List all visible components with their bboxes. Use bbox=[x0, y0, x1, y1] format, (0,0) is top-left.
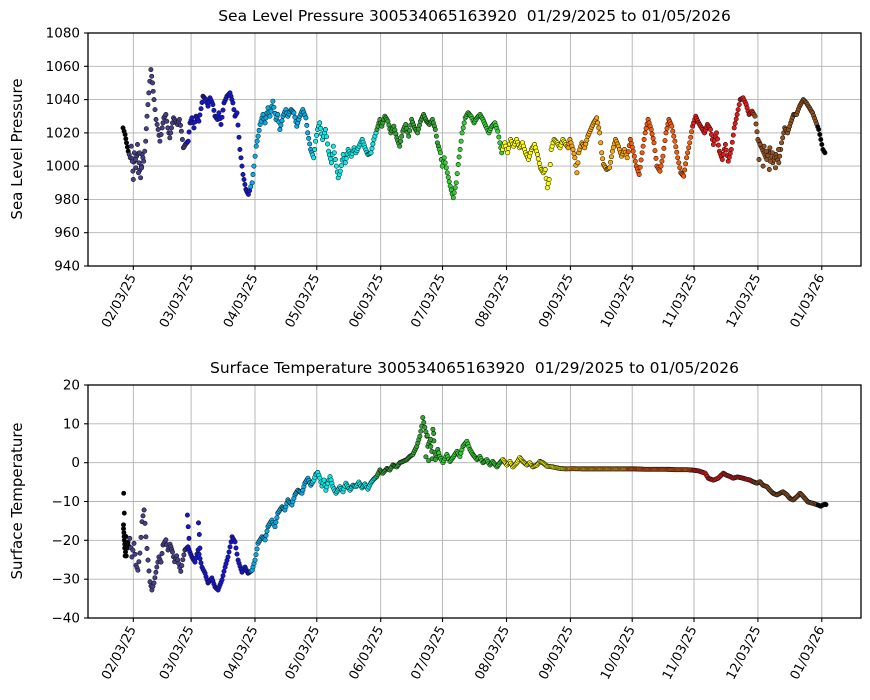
data-points-chart-0 bbox=[120, 67, 828, 201]
axis-frame-chart-0 bbox=[87, 32, 862, 267]
svg-text:1080: 1080 bbox=[46, 26, 80, 42]
svg-text:10/03/25: 10/03/25 bbox=[598, 624, 639, 683]
svg-text:0: 0 bbox=[71, 455, 80, 471]
svg-text:1020: 1020 bbox=[46, 125, 80, 141]
svg-text:08/03/25: 08/03/25 bbox=[472, 624, 513, 683]
svg-text:09/03/25: 09/03/25 bbox=[536, 624, 577, 683]
svg-text:11/03/25: 11/03/25 bbox=[660, 624, 701, 683]
svg-text:03/03/25: 03/03/25 bbox=[157, 272, 198, 331]
svg-text:08/03/25: 08/03/25 bbox=[472, 272, 513, 331]
svg-text:10/03/25: 10/03/25 bbox=[598, 272, 639, 331]
svg-text:10: 10 bbox=[63, 416, 80, 432]
svg-text:−10: −10 bbox=[52, 494, 81, 510]
grid-chart-0 bbox=[88, 32, 861, 267]
y-ticks-chart-1 bbox=[84, 384, 88, 619]
svg-text:04/03/25: 04/03/25 bbox=[221, 624, 262, 683]
svg-text:01/03/26: 01/03/26 bbox=[788, 272, 829, 331]
svg-text:07/03/25: 07/03/25 bbox=[408, 272, 449, 331]
x-ticks-chart-1 bbox=[132, 618, 823, 622]
svg-text:03/03/25: 03/03/25 bbox=[157, 624, 198, 683]
svg-text:940: 940 bbox=[54, 259, 80, 275]
x-ticks-chart-0 bbox=[132, 266, 823, 270]
temperature-chart-title: Surface Temperature 300534065163920 01/2… bbox=[210, 359, 739, 377]
svg-text:11/03/25: 11/03/25 bbox=[660, 272, 701, 331]
svg-text:05/03/25: 05/03/25 bbox=[283, 624, 324, 683]
svg-text:04/03/25: 04/03/25 bbox=[221, 272, 262, 331]
data-points-chart-1 bbox=[121, 415, 829, 593]
svg-text:01/03/26: 01/03/26 bbox=[788, 624, 829, 683]
y-ticks-chart-0 bbox=[84, 32, 88, 267]
svg-text:980: 980 bbox=[54, 192, 80, 208]
svg-text:1000: 1000 bbox=[46, 159, 80, 175]
svg-text:−30: −30 bbox=[52, 572, 81, 588]
y-tick-labels-chart-0: 1080 1060 1040 1020 1000 980 960 940 bbox=[46, 26, 80, 275]
svg-text:−40: −40 bbox=[52, 611, 81, 627]
svg-text:1040: 1040 bbox=[46, 92, 80, 108]
y-tick-labels-chart-1: 20 10 0 −10 −20 −30 −40 bbox=[52, 378, 81, 627]
x-tick-labels-chart-1: 02/03/25 03/03/25 04/03/25 05/03/25 06/03/25… bbox=[99, 624, 828, 683]
pressure-chart-title: Sea Level Pressure 300534065163920 01/29… bbox=[218, 7, 731, 25]
svg-text:960: 960 bbox=[54, 225, 80, 241]
svg-text:1060: 1060 bbox=[46, 59, 80, 75]
svg-text:02/03/25: 02/03/25 bbox=[99, 272, 140, 331]
svg-text:05/03/25: 05/03/25 bbox=[283, 272, 324, 331]
svg-text:07/03/25: 07/03/25 bbox=[408, 624, 449, 683]
svg-text:12/03/25: 12/03/25 bbox=[724, 272, 765, 331]
x-tick-labels-chart-0: 02/03/25 03/03/25 04/03/25 05/03/25 06/03/25… bbox=[99, 272, 828, 331]
svg-text:20: 20 bbox=[63, 378, 80, 394]
svg-text:09/03/25: 09/03/25 bbox=[536, 272, 577, 331]
grid-chart-1 bbox=[88, 384, 861, 619]
svg-text:02/03/25: 02/03/25 bbox=[99, 624, 140, 683]
svg-text:−20: −20 bbox=[52, 533, 81, 549]
svg-text:12/03/25: 12/03/25 bbox=[724, 624, 765, 683]
svg-text:06/03/25: 06/03/25 bbox=[347, 624, 388, 683]
svg-text:06/03/25: 06/03/25 bbox=[347, 272, 388, 331]
